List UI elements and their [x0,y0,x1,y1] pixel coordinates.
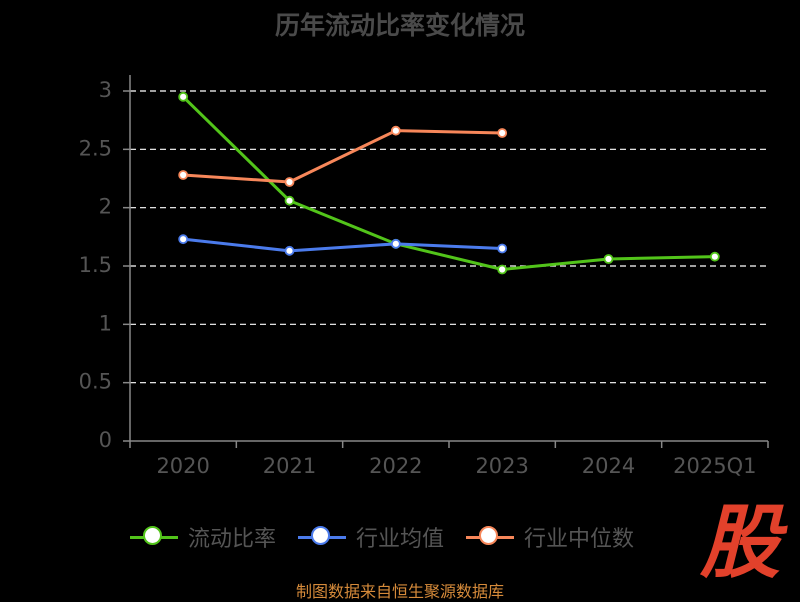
x-tick-label: 2023 [475,454,528,478]
data-point [284,195,295,206]
data-point [284,245,295,256]
data-source-note: 制图数据来自恒生聚源数据库 [295,582,504,601]
data-point [497,264,508,275]
series-line [182,95,715,271]
y-tick-label: 2.5 [79,136,112,160]
data-point [390,125,401,136]
y-tick-label: 1 [99,311,112,335]
series-line [183,129,503,184]
data-point [497,128,508,138]
data-point [603,254,614,264]
legend-label-industry-median: 行业中位数 [524,527,635,552]
y-tick-label: 0 [99,428,112,452]
y-tick-label: 2 [99,195,112,219]
legend-swatch-current-ratio [130,525,178,549]
data-point [709,251,720,262]
series-line [183,237,503,253]
x-tick-label: 2021 [263,454,316,478]
legend-item-current-ratio[interactable]: 流动比率 [130,521,276,553]
data-point [178,91,189,102]
data-point [178,234,189,245]
chart-legend: 流动比率 行业均值 行业中位数 [130,521,634,553]
series-1 [178,234,508,256]
legend-item-industry-median[interactable]: 行业中位数 [466,521,634,553]
chart-title: 历年流动比率变化情况 [274,11,525,40]
x-tick-label: 2022 [369,454,422,478]
data-point [284,177,295,187]
series-2 [178,125,508,187]
legend-swatch-industry-median [466,525,515,549]
y-tick-label: 3 [99,78,112,102]
data-point [497,243,508,254]
data-point [178,170,189,180]
brand-watermark: 股 [700,496,780,589]
x-tick-label: 2024 [582,454,635,478]
legend-swatch-industry-mean [298,525,347,549]
y-tick-label: 1.5 [79,253,112,277]
y-tick-label: 0.5 [79,370,112,394]
legend-item-industry-mean[interactable]: 行业均值 [298,521,444,553]
data-point [390,238,401,249]
legend-label-current-ratio: 流动比率 [188,527,277,552]
legend-label-industry-mean: 行业均值 [356,527,445,552]
x-tick-label: 2020 [156,454,209,478]
x-tick-label: 2025Q1 [673,454,756,478]
